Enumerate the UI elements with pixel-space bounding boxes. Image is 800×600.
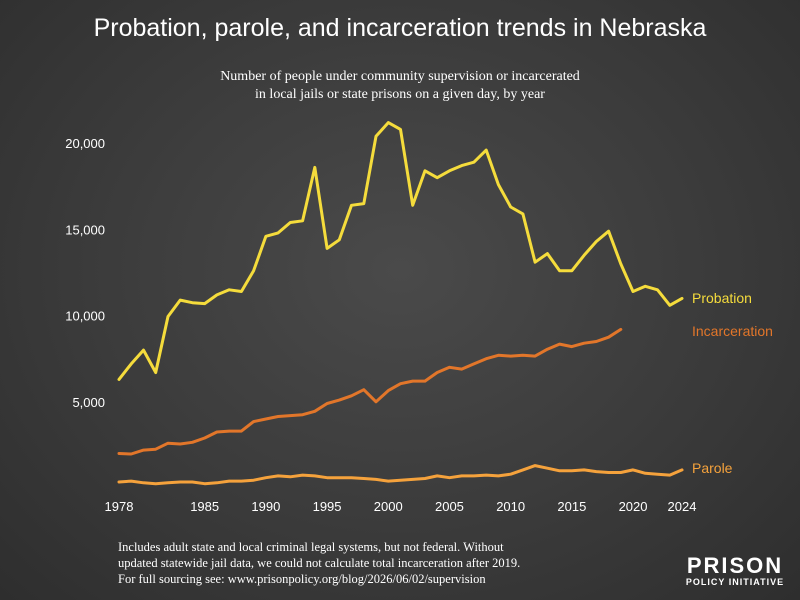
parole-label: Parole xyxy=(692,460,733,476)
footnote-line-3: For full sourcing see: www.prisonpolicy.… xyxy=(118,572,486,586)
x-tick-label: 2024 xyxy=(668,499,697,514)
series-lines xyxy=(117,121,684,486)
series-labels: Probation Incarceration Parole xyxy=(692,290,773,476)
y-axis: 5,000 10,000 15,000 20,000 xyxy=(65,136,105,410)
x-tick-label: 2010 xyxy=(496,499,525,514)
y-tick-label: 10,000 xyxy=(65,309,105,324)
y-tick-label: 15,000 xyxy=(65,222,105,237)
subtitle-line-2: in local jails or state prisons on a giv… xyxy=(255,87,545,102)
x-tick-label: 1985 xyxy=(190,499,219,514)
x-tick-label: 2015 xyxy=(557,499,586,514)
subtitle-line-1: Number of people under community supervi… xyxy=(220,69,580,84)
footnote-line-2: updated statewide jail data, we could no… xyxy=(118,556,521,570)
y-tick-label: 20,000 xyxy=(65,136,105,151)
logo-line-2: POLICY INITIATIVE xyxy=(685,577,785,587)
x-tick-label: 1995 xyxy=(313,499,342,514)
chart-title: Probation, parole, and incarceration tre… xyxy=(93,14,707,42)
chart-subtitle: Number of people under community supervi… xyxy=(150,68,650,104)
x-tick-label: 2005 xyxy=(435,499,464,514)
y-tick-label: 5,000 xyxy=(72,395,105,410)
x-tick-label: 1990 xyxy=(251,499,280,514)
parole-line xyxy=(117,464,684,486)
incarceration-line xyxy=(117,327,623,456)
x-tick-label: 2020 xyxy=(619,499,648,514)
footnote: Includes adult state and local criminal … xyxy=(118,539,638,587)
x-tick-label: 2000 xyxy=(374,499,403,514)
probation-line xyxy=(117,121,684,381)
incarceration-label: Incarceration xyxy=(692,323,773,339)
x-axis: 1978 1985 1990 1995 2000 2005 2010 2015 2020 2024 xyxy=(105,499,697,514)
prison-policy-initiative-logo: PRISON POLICY INITIATIVE xyxy=(680,553,790,588)
footnote-line-1: Includes adult state and local criminal … xyxy=(118,540,504,554)
x-tick-label: 1978 xyxy=(105,499,134,514)
probation-label: Probation xyxy=(692,290,752,306)
logo-line-1: PRISON xyxy=(686,553,784,578)
